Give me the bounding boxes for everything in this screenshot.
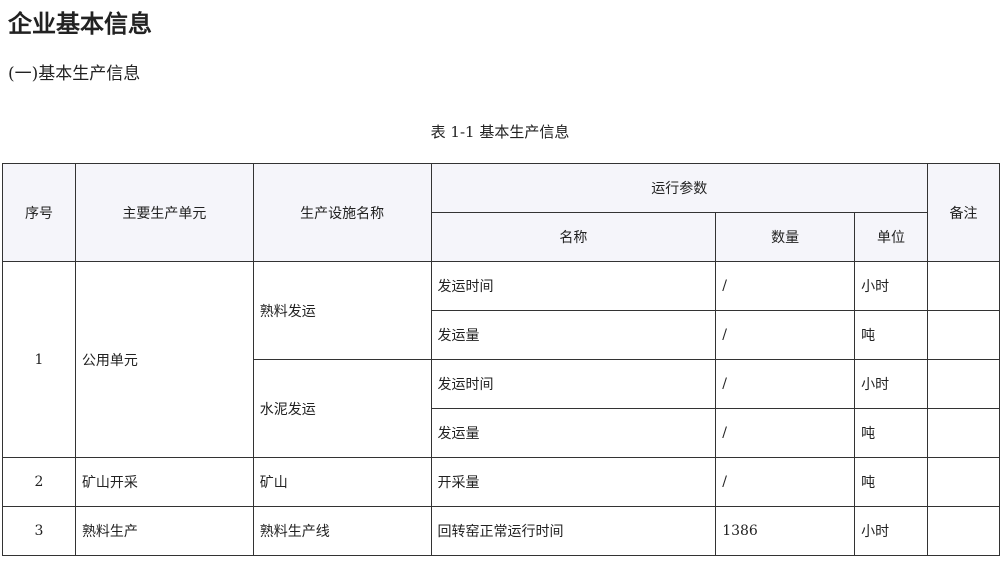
cell-remark [927,457,1000,507]
header-name: 名称 [430,212,717,262]
header-seq: 序号 [2,163,76,262]
header-qty: 数量 [715,212,856,262]
table-row: 水泥发运 发运时间 / 小时 [3,359,1000,458]
cell-name: 发运时间 [430,359,717,409]
cell-uom: 吨 [854,408,929,458]
table-row: 2 矿山开采 矿山 开采量 / 吨 [2,457,1000,507]
production-info-table: 序号 主要生产单元 生产设施名称 运行参数 备注 名称 数量 单位 1 公用单元… [2,163,1000,556]
table-row: 3 熟料生产 熟料生产线 回转窑正常运行时间 1386 小时 [2,506,1000,556]
table-row: 发运量 / 吨 [3,310,1000,360]
cell-facility: 熟料生产线 [252,506,432,556]
cell-remark [927,408,1000,458]
header-remark: 备注 [927,163,1000,262]
cell-unit: 熟料生产 [74,506,254,556]
cell-uom: 小时 [854,506,929,556]
header-unit: 主要生产单元 [74,163,254,262]
cell-facility: 水泥发运 [252,359,432,458]
cell-remark [927,506,1000,556]
cell-uom: 小时 [854,261,929,311]
cell-qty: / [715,457,856,507]
cell-seq: 1 [2,261,76,458]
cell-uom: 小时 [854,359,929,409]
cell-unit: 公用单元 [74,261,254,458]
cell-facility: 矿山 [252,457,432,507]
header-facility: 生产设施名称 [252,163,432,262]
section-heading: (一)基本生产信息 [8,64,141,84]
table-row: 1 公用单元 熟料发运 发运时间 / 小时 [2,261,1000,458]
cell-seq: 2 [2,457,76,507]
cell-name: 发运量 [430,408,717,458]
cell-uom: 吨 [854,457,929,507]
page-title: 企业基本信息 [8,10,152,38]
cell-name: 回转窑正常运行时间 [430,506,717,556]
header-params: 运行参数 [430,163,929,213]
header-uom: 单位 [854,212,929,262]
cell-seq: 3 [2,506,76,556]
cell-qty: / [715,261,856,311]
cell-remark [927,310,1000,360]
cell-unit: 矿山开采 [74,457,254,507]
cell-facility: 熟料发运 [252,261,432,360]
cell-name: 发运量 [430,310,717,360]
cell-name: 开采量 [430,457,717,507]
cell-qty: / [715,408,856,458]
cell-uom: 吨 [854,310,929,360]
table-row: 发运量 / 吨 [3,408,1000,458]
cell-qty: 1386 [715,506,856,556]
cell-qty: / [715,359,856,409]
cell-name: 发运时间 [430,261,717,311]
cell-remark [927,261,1000,311]
cell-qty: / [715,310,856,360]
cell-remark [927,359,1000,409]
table-caption: 表 1-1 基本生产信息 [430,123,570,141]
